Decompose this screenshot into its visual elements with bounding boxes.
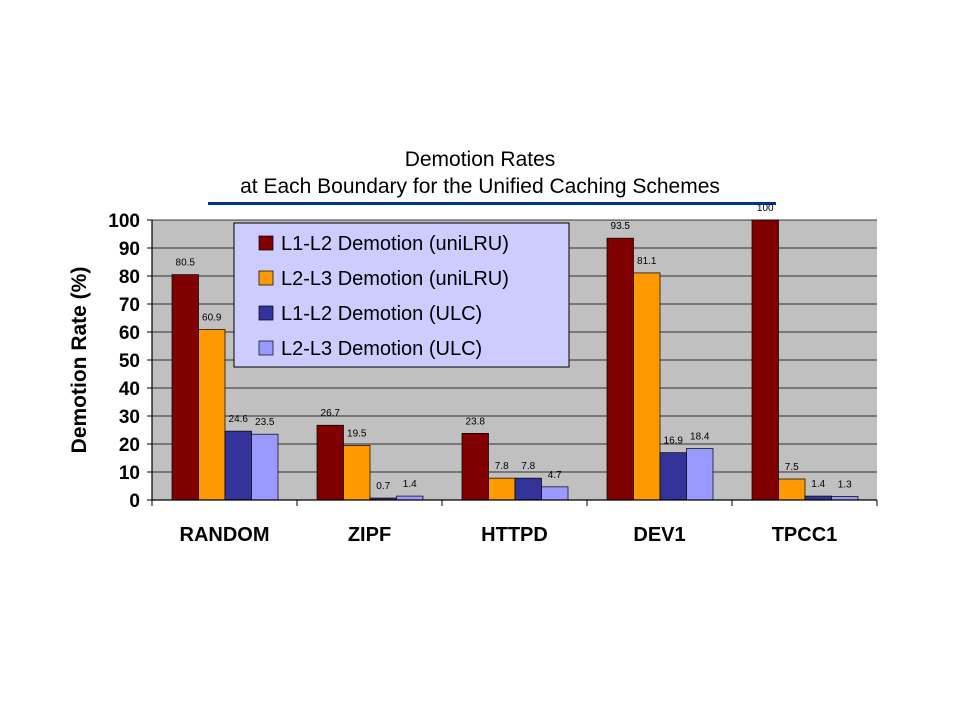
bar-random-series-2	[198, 329, 226, 501]
legend: L1-L2 Demotion (uniLRU) L2-L3 Demotion (u…	[233, 222, 570, 368]
data-label: 100	[757, 203, 774, 214]
y-tick-label: 50	[119, 351, 140, 372]
data-label: 23.8	[466, 416, 486, 427]
y-axis-title: Demotion Rate (%)	[68, 267, 91, 454]
y-tick-label: 0	[129, 491, 140, 512]
data-label: 1.4	[811, 479, 825, 490]
data-label: 7.8	[521, 461, 535, 472]
bar-httpd-series-3	[514, 477, 542, 501]
bar-httpd-series-2	[488, 477, 516, 501]
data-label: 60.9	[202, 312, 222, 323]
bar-httpd-series-1	[461, 433, 489, 501]
bar-random-series-3	[224, 430, 252, 501]
bar-random-series-1	[171, 274, 199, 501]
data-label: 4.7	[548, 470, 562, 481]
category-label: ZIPF	[348, 524, 391, 546]
data-label: 7.5	[785, 462, 799, 473]
bar-dev1-series-3	[659, 452, 687, 501]
bar-zipf-series-2	[343, 445, 371, 501]
bar-dev1-series-2	[633, 272, 661, 501]
bar-zipf-series-1	[316, 424, 344, 501]
data-label: 7.8	[495, 461, 509, 472]
data-label: 19.5	[347, 428, 367, 439]
title-underline	[208, 202, 776, 205]
y-tick-labels: 0 10 20 30 40 50 60 70 80 90 100	[108, 211, 140, 512]
bar-dev1-series-1	[606, 237, 634, 501]
data-label: 24.6	[229, 414, 249, 425]
data-label: 23.5	[255, 417, 275, 428]
category-label: TPCC1	[772, 524, 838, 546]
category-label: HTTPD	[481, 524, 548, 546]
legend-entry: L1-L2 Demotion (uniLRU)	[281, 233, 509, 255]
bar-random-series-4	[251, 433, 279, 501]
legend-entry: L2-L3 Demotion (uniLRU)	[281, 268, 509, 290]
y-tick-label: 40	[119, 379, 140, 400]
data-label: 18.4	[690, 431, 710, 442]
data-label: 1.3	[838, 479, 852, 490]
bars	[171, 219, 859, 501]
y-tick-label: 70	[119, 295, 140, 316]
bar-httpd-series-4	[541, 486, 569, 501]
legend-swatch	[258, 305, 274, 321]
chart-title-line-2: at Each Boundary for the Unified Caching…	[240, 175, 720, 198]
data-label: 0.7	[376, 481, 390, 492]
y-tick-label: 30	[119, 407, 140, 428]
category-labels: RANDOM ZIPF HTTPD DEV1 TPCC1	[180, 524, 838, 546]
data-label: 16.9	[664, 436, 684, 447]
legend-entry: L2-L3 Demotion (ULC)	[281, 338, 482, 360]
y-tick-label: 20	[119, 435, 140, 456]
legend-swatch	[258, 235, 274, 251]
data-label: 1.4	[403, 479, 417, 490]
y-tick-label: 10	[119, 463, 140, 484]
bar-tpcc1-series-1	[751, 219, 779, 501]
data-label: 81.1	[637, 256, 657, 267]
y-tick-label: 60	[119, 323, 140, 344]
bar-dev1-series-4	[686, 448, 714, 501]
chart-title-line-1: Demotion Rates	[405, 148, 556, 171]
data-label: 80.5	[176, 258, 196, 269]
data-labels: 80.5 60.9 24.6 23.5 26.7 19.5 0.7 1.4 23.8 7.8 7.8…	[176, 203, 853, 492]
bar-tpcc1-series-2	[778, 478, 806, 501]
category-label: DEV1	[633, 524, 685, 546]
category-label: RANDOM	[180, 524, 270, 546]
legend-box	[233, 222, 570, 368]
axes	[147, 219, 878, 506]
legend-swatch	[258, 270, 274, 286]
data-label: 26.7	[321, 408, 341, 419]
legend-swatch	[258, 340, 274, 356]
y-tick-label: 80	[119, 267, 140, 288]
data-label: 93.5	[611, 221, 631, 232]
y-tick-label: 100	[108, 211, 140, 232]
y-tick-label: 90	[119, 239, 140, 260]
legend-entry: L1-L2 Demotion (ULC)	[281, 303, 482, 325]
